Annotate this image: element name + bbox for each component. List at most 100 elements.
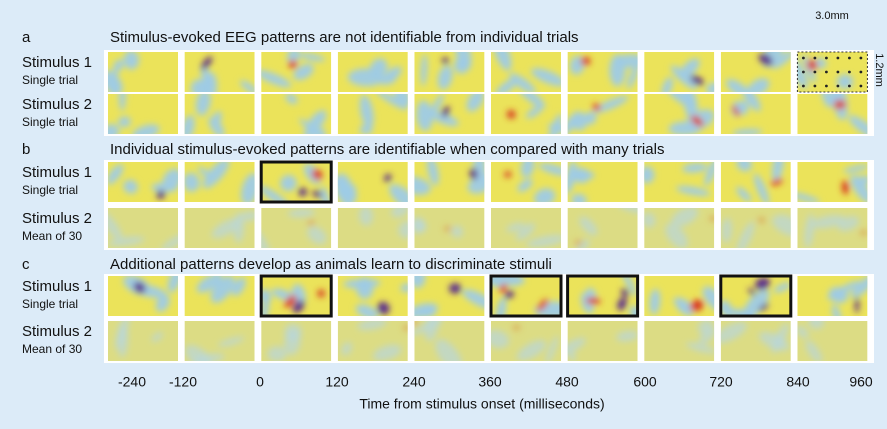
eeg-tile [261, 321, 332, 361]
stimulus-label: Stimulus 1 [22, 54, 92, 71]
stimulus-label: Stimulus 1 [22, 164, 92, 181]
eeg-tile [720, 52, 791, 92]
eeg-tile [491, 208, 561, 248]
eeg-tile [337, 52, 408, 92]
highlight-box [719, 274, 793, 318]
electrode-dot [802, 56, 805, 60]
eeg-tile [184, 208, 255, 248]
panel-label: c [22, 256, 30, 273]
electrode-array [796, 51, 868, 93]
scale-width: 3.0mm [815, 10, 849, 22]
condition-label: Single trial [22, 73, 78, 87]
eeg-tile [720, 208, 791, 248]
condition-label: Single trial [22, 183, 78, 197]
eeg-tile [108, 94, 178, 134]
eeg-tile [261, 52, 332, 92]
eeg-tile [108, 321, 178, 361]
eeg-tile [261, 94, 332, 134]
eeg-tile [184, 94, 255, 134]
eeg-tile [797, 162, 868, 202]
electrode-dot [859, 70, 863, 74]
eeg-tile [337, 276, 408, 316]
panel-title: Individual stimulus-evoked patterns are … [110, 141, 664, 158]
eeg-tile [644, 94, 715, 134]
eeg-tile [491, 321, 561, 361]
eeg-tile [567, 321, 638, 361]
condition-label: Single trial [22, 297, 78, 311]
x-tick-label: 480 [555, 374, 579, 390]
electrode-dot [859, 84, 863, 88]
condition-label: Mean of 30 [22, 229, 82, 243]
eeg-tile [644, 276, 715, 316]
highlight-box [566, 274, 640, 318]
x-tick-label: 840 [786, 374, 810, 390]
eeg-tile [414, 208, 485, 248]
condition-label: Single trial [22, 115, 78, 129]
eeg-tile [261, 276, 332, 316]
eeg-tile [797, 321, 868, 361]
eeg-tile [720, 162, 791, 202]
electrode-dot [802, 70, 805, 74]
eeg-tile [184, 52, 255, 92]
eeg-tile [108, 208, 178, 248]
eeg-tile [337, 321, 408, 361]
eeg-tile [337, 208, 408, 248]
x-tick-label: -240 [118, 374, 146, 390]
eeg-tile [720, 321, 791, 361]
electrode-dot [848, 70, 851, 74]
eeg-tile [567, 276, 638, 316]
electrode-dot [813, 70, 817, 74]
scale-height: 1.2mm [873, 53, 885, 87]
eeg-tile [491, 276, 561, 316]
eeg-tile [108, 162, 178, 202]
electrode-dot [825, 70, 828, 74]
condition-label: Mean of 30 [22, 342, 82, 356]
eeg-tile [644, 162, 715, 202]
eeg-tile [184, 276, 255, 316]
eeg-tile [491, 94, 561, 134]
electrode-dot [825, 84, 828, 88]
highlight-box [489, 274, 563, 318]
eeg-tile [491, 162, 561, 202]
stimulus-label: Stimulus 1 [22, 278, 92, 295]
eeg-tile [644, 321, 715, 361]
electrode-dot [802, 84, 805, 88]
x-tick-label: 720 [709, 374, 733, 390]
electrode-dot [848, 84, 851, 88]
eeg-tile [797, 208, 868, 248]
eeg-tile [184, 321, 255, 361]
eeg-tile [414, 321, 485, 361]
eeg-tile [414, 52, 485, 92]
eeg-tile [567, 208, 638, 248]
eeg-tile [720, 276, 791, 316]
eeg-tile [491, 52, 561, 92]
electrode-dot [848, 56, 851, 60]
x-tick-label: -120 [169, 374, 197, 390]
eeg-tile [567, 162, 638, 202]
stimulus-label: Stimulus 2 [22, 210, 92, 227]
x-tick-label: 120 [325, 374, 349, 390]
eeg-tile [414, 276, 485, 316]
eeg-tile [720, 94, 791, 134]
x-tick-label: 0 [256, 374, 264, 390]
highlight-box [259, 160, 333, 204]
eeg-tile [797, 94, 868, 134]
eeg-tile [414, 162, 485, 202]
electrode-dot [859, 56, 863, 60]
eeg-tile [108, 276, 178, 316]
electrode-dot [836, 84, 840, 88]
electrode-dot [836, 56, 840, 60]
eeg-tile [797, 276, 868, 316]
electrode-dot [825, 56, 828, 60]
eeg-tile [261, 208, 332, 248]
x-tick-label: 360 [478, 374, 502, 390]
eeg-tile [644, 52, 715, 92]
x-tick-label: 600 [633, 374, 657, 390]
electrode-dot [813, 84, 817, 88]
x-tick-label: 240 [402, 374, 426, 390]
electrode-dot [813, 56, 817, 60]
highlight-box [259, 274, 333, 318]
eeg-tile [337, 162, 408, 202]
stimulus-label: Stimulus 2 [22, 323, 92, 340]
